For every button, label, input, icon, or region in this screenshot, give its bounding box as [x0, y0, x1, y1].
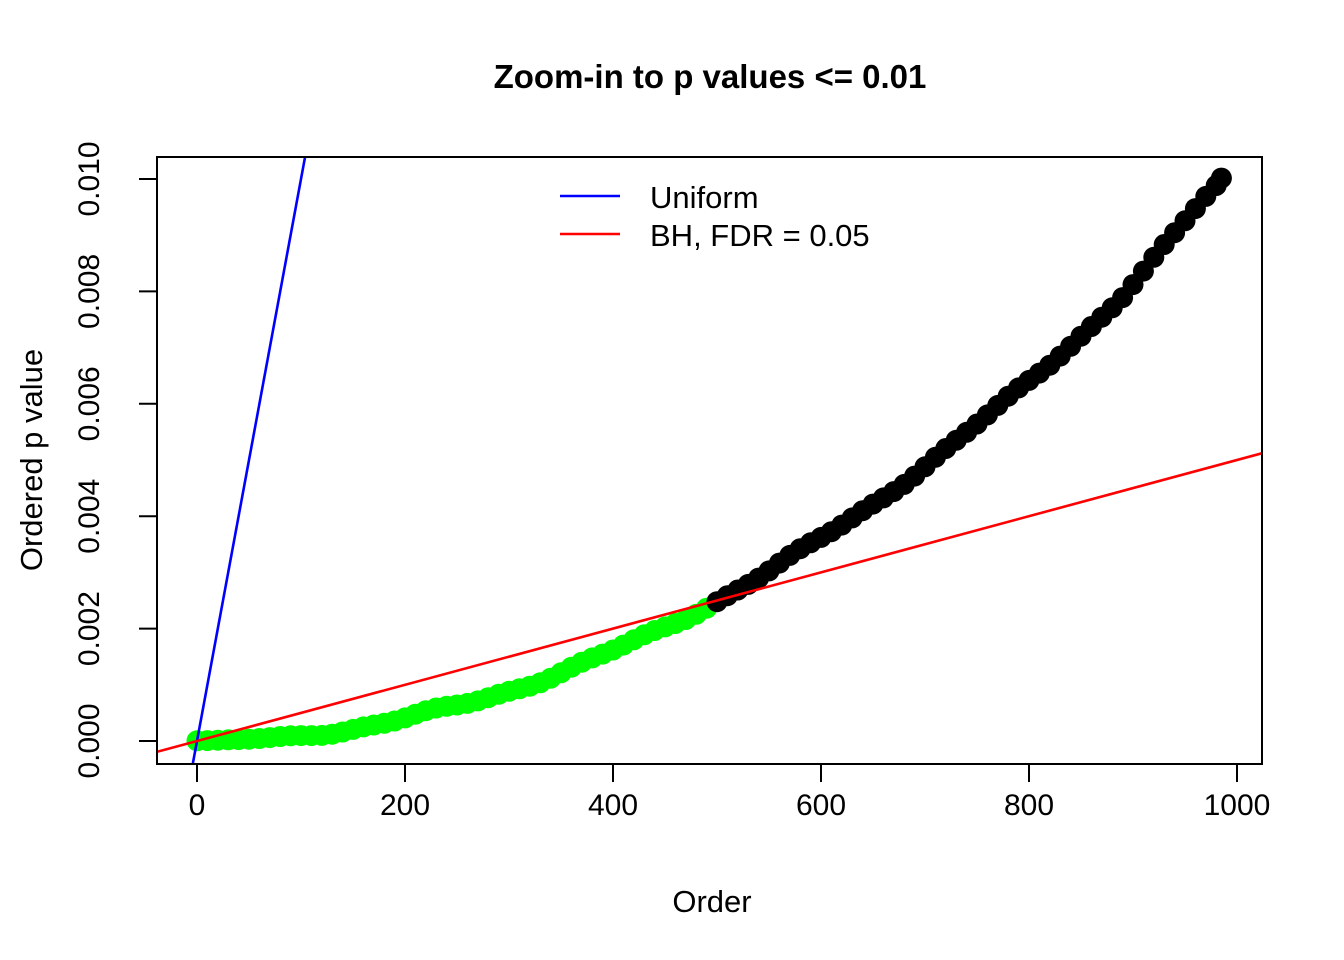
plot-border	[156, 156, 1263, 765]
legend-uniform-label: Uniform	[650, 180, 759, 215]
y-tick-label: 0.002	[73, 591, 106, 666]
legend: Uniform BH, FDR = 0.05	[560, 180, 870, 253]
x-tick-label: 400	[588, 789, 638, 822]
x-tick-label: 800	[1004, 789, 1054, 822]
uniform-line	[191, 157, 307, 764]
bh-line	[157, 451, 1262, 754]
chart-title: Zoom-in to p values <= 0.01	[494, 58, 927, 95]
x-axis-title: Order	[672, 884, 751, 919]
x-tick-label: 200	[380, 789, 430, 822]
bh-not-significant-point	[1210, 167, 1232, 189]
plot-area	[157, 157, 1262, 764]
plot-generated-layer: 0 200 400 600 800 1000 0.000 0.002 0.004 0.006 0.0…	[73, 141, 1271, 822]
y-tick-label: 0.000	[73, 703, 106, 778]
x-tick-label: 600	[796, 789, 846, 822]
x-tick-label: 0	[189, 789, 206, 822]
y-tick-label: 0.008	[73, 254, 106, 329]
y-axis-title: Ordered p value	[14, 349, 49, 571]
y-tick-label: 0.004	[73, 479, 106, 554]
legend-bh-label: BH, FDR = 0.05	[650, 218, 870, 253]
x-tick-label: 1000	[1204, 789, 1271, 822]
y-tick-label: 0.010	[73, 141, 106, 216]
bh-significant-points	[186, 597, 718, 752]
y-tick-label: 0.006	[73, 366, 106, 441]
